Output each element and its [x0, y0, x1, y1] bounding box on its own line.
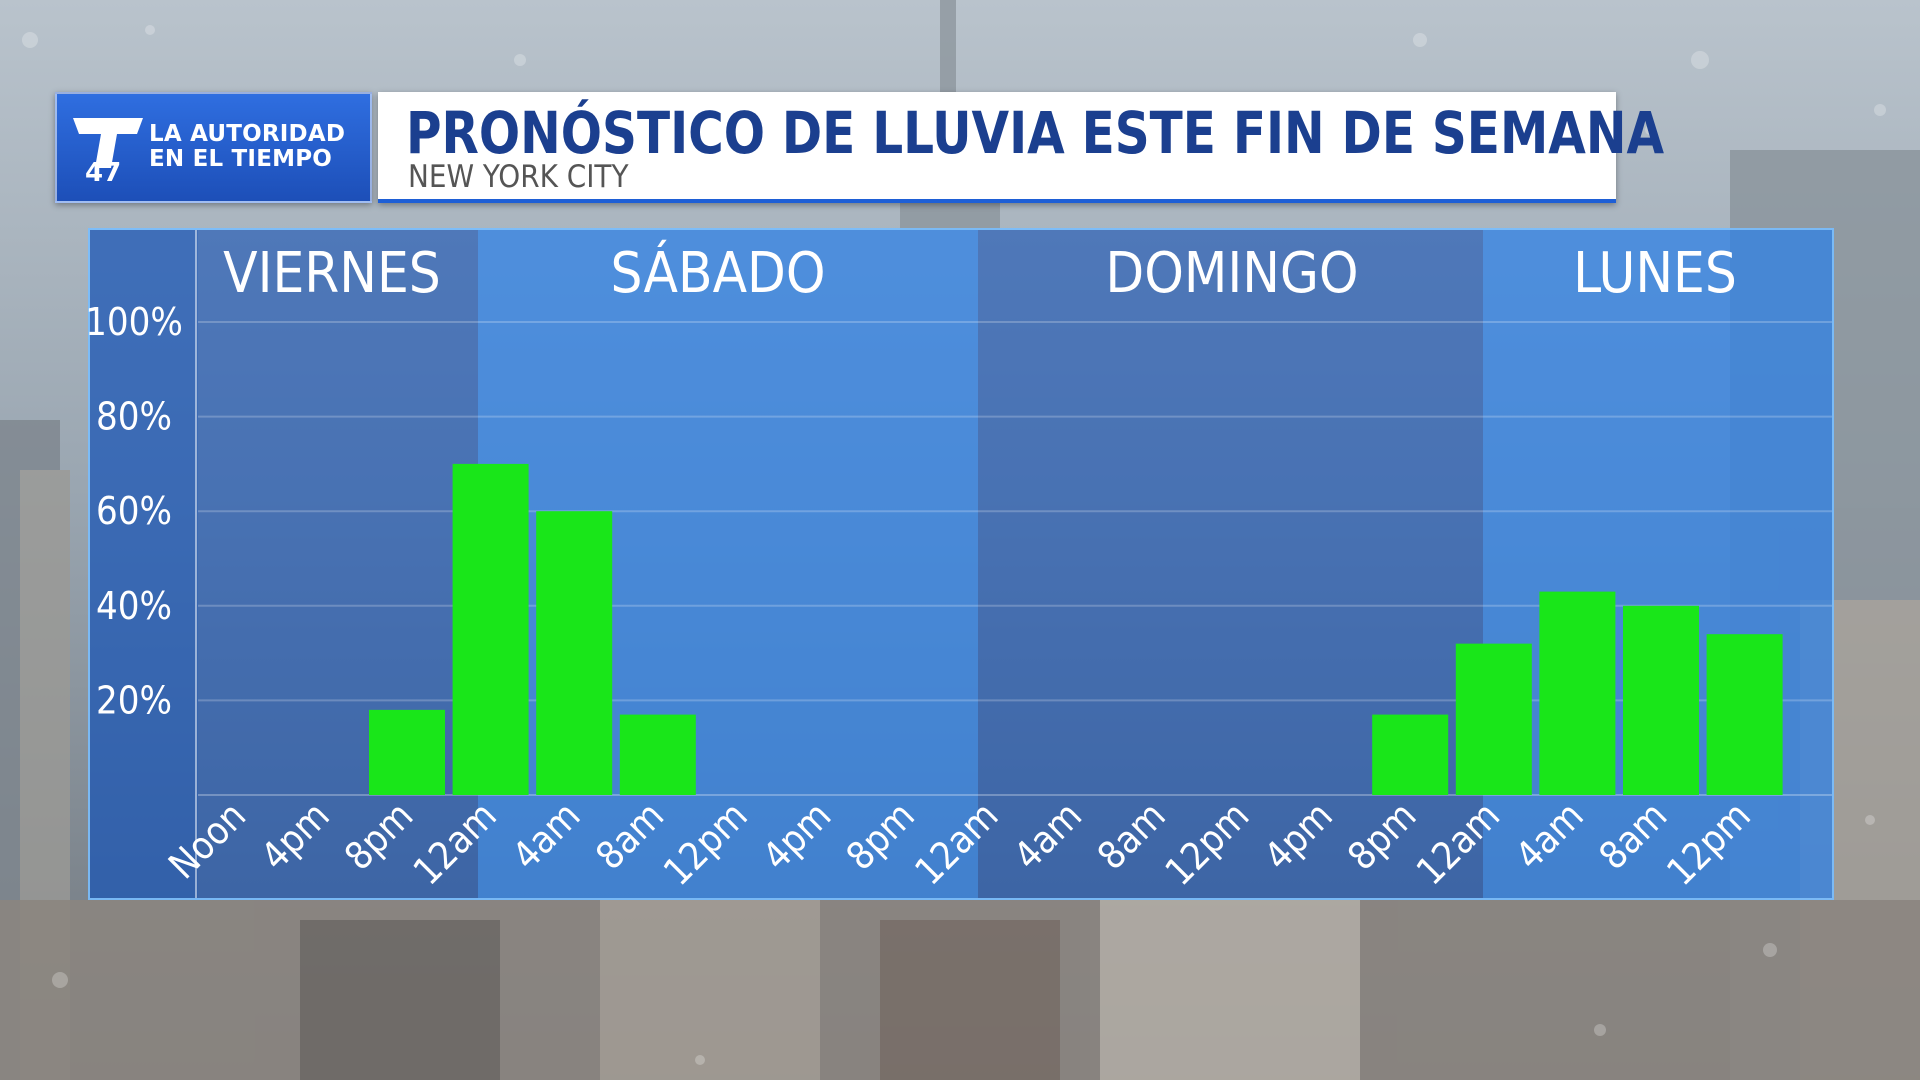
channel-logo: 47 LA AUTORIDAD EN EL TIEMPO: [55, 92, 372, 203]
bar: [452, 463, 529, 795]
day-band: [198, 230, 478, 898]
y-tick-label: 80%: [96, 395, 172, 439]
page-subtitle: NEW YORK CITY: [408, 159, 629, 195]
logo-text-line1: LA AUTORIDAD: [149, 121, 346, 147]
y-tick-label: 60%: [96, 489, 172, 533]
page-title: PRONÓSTICO DE LLUVIA ESTE FIN DE SEMANA: [406, 99, 1665, 167]
bar: [1706, 634, 1783, 795]
day-label: DOMINGO: [1105, 241, 1358, 306]
bar: [1455, 643, 1532, 795]
chart-panel-border: [88, 228, 1834, 900]
day-label: VIERNES: [223, 241, 441, 306]
day-band: [1483, 230, 1832, 898]
bar: [1623, 605, 1699, 795]
bar: [536, 511, 613, 795]
y-axis-band: [90, 230, 198, 898]
telemundo-t-icon: [73, 118, 143, 168]
bar: [1539, 591, 1616, 795]
day-label: SÁBADO: [611, 241, 826, 306]
y-tick-label: 100%: [85, 300, 183, 344]
title-banner: PRONÓSTICO DE LLUVIA ESTE FIN DE SEMANA …: [378, 92, 1664, 203]
day-label: LUNES: [1573, 241, 1737, 306]
channel-number: 47: [85, 158, 122, 188]
logo-text: LA AUTORIDAD EN EL TIEMPO: [149, 122, 345, 172]
bar: [1372, 714, 1449, 795]
bar: [369, 709, 445, 795]
bar: [619, 714, 696, 795]
y-tick-label: 20%: [96, 678, 172, 722]
logo-text-line2: EN EL TIEMPO: [149, 146, 332, 172]
y-tick-label: 40%: [96, 584, 172, 628]
